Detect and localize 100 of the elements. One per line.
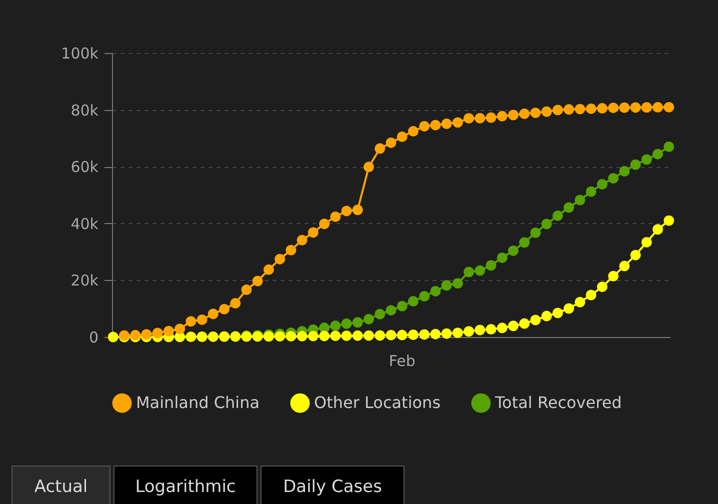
point xyxy=(630,159,641,170)
point xyxy=(430,328,441,340)
point xyxy=(541,310,552,322)
point xyxy=(452,117,463,128)
point xyxy=(296,234,308,246)
y-tick-label: 80k xyxy=(70,101,99,120)
point xyxy=(552,210,563,221)
point xyxy=(174,324,186,334)
point xyxy=(352,317,363,328)
point xyxy=(564,202,574,213)
point xyxy=(564,303,574,314)
point xyxy=(586,103,596,114)
legend-label: Mainland China xyxy=(136,393,260,412)
point xyxy=(330,320,341,332)
point xyxy=(530,108,541,118)
point xyxy=(408,330,418,340)
point xyxy=(396,330,408,340)
point xyxy=(286,330,296,342)
y-tick-label: 20k xyxy=(70,272,99,290)
point xyxy=(186,316,196,327)
point xyxy=(341,206,352,216)
point xyxy=(508,245,519,256)
point xyxy=(341,330,352,341)
point xyxy=(452,328,463,338)
legend-label: Total Recovered xyxy=(494,393,622,412)
point xyxy=(652,102,664,113)
point xyxy=(486,112,496,123)
point xyxy=(464,113,474,124)
point xyxy=(408,126,418,137)
point xyxy=(486,324,496,335)
point xyxy=(574,194,586,206)
point xyxy=(374,330,386,341)
point xyxy=(341,318,352,329)
point xyxy=(641,236,652,248)
point xyxy=(419,121,430,132)
point xyxy=(619,166,630,176)
point xyxy=(486,260,496,271)
point xyxy=(352,330,363,341)
point xyxy=(552,308,563,318)
point xyxy=(496,110,508,122)
point xyxy=(541,106,552,117)
point xyxy=(364,162,374,172)
point xyxy=(374,143,386,154)
point xyxy=(464,266,474,278)
point xyxy=(464,326,474,337)
point xyxy=(619,260,630,272)
text: Actual xyxy=(34,477,88,497)
point xyxy=(319,218,330,230)
point xyxy=(530,314,541,326)
legend-label: Other Locations xyxy=(314,393,441,412)
point xyxy=(474,113,486,124)
point xyxy=(152,328,163,338)
point xyxy=(330,330,341,342)
point xyxy=(441,328,452,339)
text: Feb xyxy=(388,352,416,370)
point xyxy=(219,304,230,314)
point xyxy=(596,282,608,292)
point xyxy=(308,330,318,342)
point xyxy=(474,324,486,336)
point xyxy=(386,137,396,148)
point xyxy=(608,270,619,282)
point xyxy=(586,290,596,300)
point xyxy=(496,322,508,334)
point xyxy=(319,330,330,342)
point xyxy=(263,264,274,275)
point xyxy=(664,102,674,112)
point xyxy=(630,250,641,260)
point xyxy=(308,227,318,238)
point xyxy=(296,330,308,342)
point xyxy=(664,215,674,226)
text: Daily Cases xyxy=(283,477,382,497)
point xyxy=(608,102,619,114)
point xyxy=(619,102,630,113)
point xyxy=(374,308,386,320)
point xyxy=(508,110,519,120)
point xyxy=(208,308,218,320)
y-tick-label: 0 xyxy=(88,328,98,346)
point xyxy=(530,228,541,238)
point xyxy=(519,318,530,329)
point xyxy=(386,330,396,340)
point xyxy=(652,224,664,235)
y-tick-label: 40k xyxy=(70,214,99,233)
point xyxy=(564,104,574,115)
point xyxy=(641,102,652,113)
point xyxy=(474,265,486,276)
point xyxy=(508,320,519,332)
point xyxy=(396,132,408,142)
point xyxy=(596,178,608,190)
point xyxy=(274,331,286,342)
point xyxy=(274,254,286,264)
point xyxy=(108,332,118,342)
point xyxy=(364,314,374,324)
point xyxy=(163,326,174,336)
point xyxy=(452,278,463,289)
text: Logarithmic xyxy=(135,477,236,497)
point xyxy=(141,329,152,340)
point xyxy=(652,148,664,160)
point xyxy=(386,305,396,316)
point xyxy=(419,291,430,302)
y-tick-label: 100k xyxy=(61,44,99,62)
